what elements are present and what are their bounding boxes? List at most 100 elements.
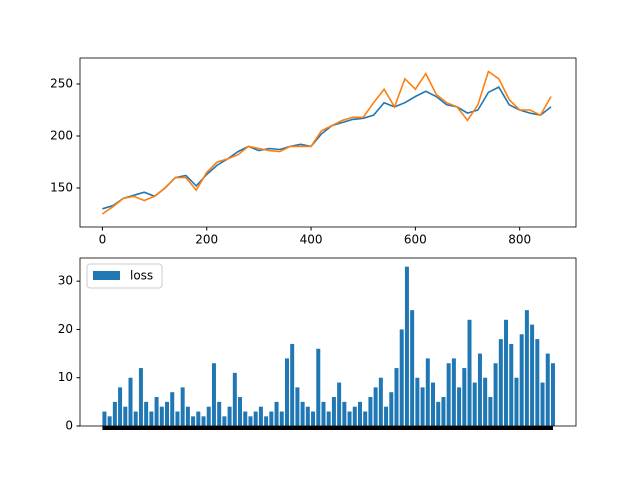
bar (107, 416, 112, 426)
bar (316, 348, 321, 426)
bar (514, 377, 519, 426)
bar (123, 406, 128, 426)
y-tick-label: 250 (50, 77, 73, 91)
legend-label: loss (130, 269, 153, 283)
bar (149, 411, 154, 426)
series-line (101, 70, 552, 215)
bar (258, 406, 263, 426)
legend-box (86, 263, 163, 289)
bar (128, 377, 133, 426)
bar (279, 411, 284, 426)
bar (217, 401, 222, 426)
x-tick-label: 200 (195, 233, 218, 247)
bar (550, 363, 555, 426)
bar (347, 411, 352, 426)
bar (175, 411, 180, 426)
tick-band (102, 426, 553, 430)
bar (185, 406, 190, 426)
bar (238, 397, 243, 426)
bar (102, 411, 107, 426)
bar (232, 372, 237, 426)
bar (154, 397, 159, 426)
bar (420, 387, 425, 426)
bar (300, 401, 305, 426)
y-tick-label: 200 (50, 129, 73, 143)
bar (545, 353, 550, 426)
x-tick-label: 400 (300, 233, 323, 247)
bar (535, 339, 540, 426)
axes-frame (79, 57, 577, 228)
bar (269, 411, 274, 426)
bar (222, 416, 227, 426)
bar (206, 406, 211, 426)
bar (133, 411, 138, 426)
bar (436, 401, 441, 426)
bar (431, 382, 436, 426)
bar (451, 358, 456, 426)
bar (342, 401, 347, 426)
bar (118, 387, 123, 426)
bar (498, 339, 503, 426)
bar (311, 411, 316, 426)
axes-frame (79, 257, 577, 427)
bar (399, 329, 404, 426)
bar (457, 387, 462, 426)
bar (384, 406, 389, 426)
bar (472, 382, 477, 426)
series-line (102, 86, 552, 210)
bar (248, 416, 253, 426)
x-tick-label: 600 (404, 233, 427, 247)
bar (404, 266, 409, 426)
bar (305, 406, 310, 426)
bar (295, 387, 300, 426)
bar (540, 382, 545, 426)
bar (519, 334, 524, 426)
bar (368, 397, 373, 426)
bar (441, 397, 446, 426)
bar (211, 363, 216, 426)
bar (159, 406, 164, 426)
bar (201, 416, 206, 426)
bar (425, 358, 430, 426)
bar (488, 397, 493, 426)
bar (394, 368, 399, 426)
bar (253, 411, 258, 426)
bar (264, 416, 269, 426)
bar (326, 411, 331, 426)
bar (462, 368, 467, 426)
bar (477, 353, 482, 426)
y-tick-label: 20 (58, 322, 73, 336)
bar (415, 377, 420, 426)
bar (138, 368, 143, 426)
bar (504, 319, 509, 426)
axes: 0 10 20 30 (58, 274, 80, 433)
bar (243, 411, 248, 426)
bar (144, 401, 149, 426)
legend-swatch (93, 271, 120, 280)
bar (274, 401, 279, 426)
bar (524, 310, 529, 426)
bar (284, 358, 289, 426)
axes: 150 200 250 0 200 400 600 800 (50, 77, 531, 247)
bar (321, 401, 326, 426)
bar (112, 401, 117, 426)
legend: loss (86, 263, 163, 289)
y-tick-label: 10 (58, 370, 73, 384)
bar (290, 343, 295, 426)
bar (373, 387, 378, 426)
bar (227, 406, 232, 426)
bar (509, 343, 514, 426)
bar (191, 416, 196, 426)
bar (170, 392, 175, 426)
bar (446, 363, 451, 426)
bar (352, 406, 357, 426)
y-tick-label: 0 (65, 419, 73, 433)
x-tick-label: 0 (99, 233, 107, 247)
bar (337, 382, 342, 426)
bar (389, 392, 394, 426)
bar (467, 319, 472, 426)
bar (530, 324, 535, 426)
bar (483, 377, 488, 426)
bar (378, 377, 383, 426)
